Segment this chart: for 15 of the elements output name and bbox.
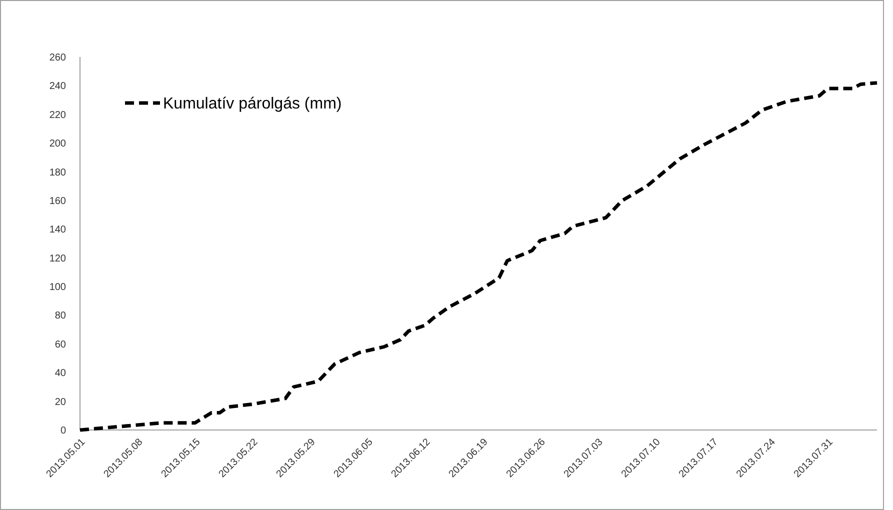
- y-tick-label: 60: [54, 339, 66, 350]
- y-tick-label: 140: [49, 224, 66, 236]
- y-tick-label: 80: [54, 310, 66, 322]
- y-tick-label: 120: [49, 253, 66, 264]
- y-tick-label: 40: [54, 368, 66, 380]
- y-tick-label: 240: [49, 81, 66, 92]
- y-tick-label: 260: [49, 52, 66, 64]
- y-tick-label: 100: [49, 282, 66, 294]
- y-tick-label: 160: [49, 196, 66, 207]
- y-tick-label: 180: [49, 167, 66, 178]
- y-tick-label: 220: [49, 110, 66, 121]
- y-tick-label: 0: [60, 426, 66, 436]
- legend-label: Kumulatív párolgás (mm): [163, 96, 342, 113]
- y-tick-label: 200: [49, 138, 66, 150]
- y-tick-label: 20: [54, 396, 66, 408]
